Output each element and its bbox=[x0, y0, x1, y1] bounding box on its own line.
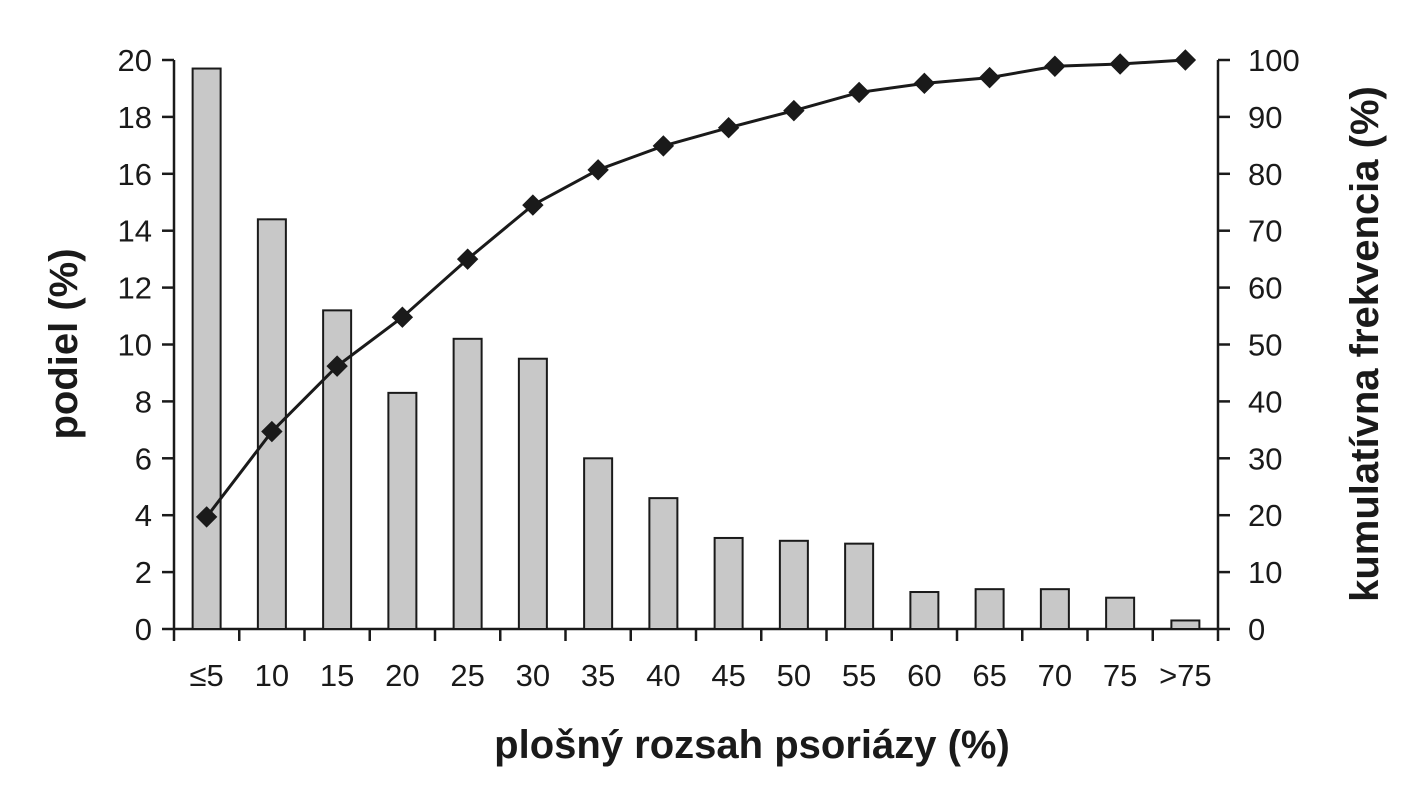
y-right-tick-label: 70 bbox=[1248, 214, 1282, 249]
y-right-tick-label: 90 bbox=[1248, 100, 1282, 135]
x-tick-label: 45 bbox=[711, 658, 745, 693]
x-tick-label: 65 bbox=[972, 658, 1006, 693]
cumulative-line bbox=[205, 58, 1186, 518]
y-right-tick-label: 100 bbox=[1248, 43, 1300, 78]
y-right-axis-title: kumulatívna frekvencia (%) bbox=[1343, 86, 1387, 602]
bar bbox=[1105, 596, 1136, 631]
x-tick-label: >75 bbox=[1159, 658, 1212, 693]
bar bbox=[517, 357, 548, 630]
x-tick-label: 20 bbox=[385, 658, 419, 693]
bars-layer bbox=[191, 67, 1201, 631]
bar bbox=[1039, 588, 1070, 630]
line-point bbox=[326, 355, 348, 377]
bar bbox=[191, 67, 222, 631]
x-tick-label: 70 bbox=[1038, 658, 1072, 693]
x-tick-label: 35 bbox=[581, 658, 615, 693]
y-right-tick-label: 30 bbox=[1248, 441, 1282, 476]
line-point bbox=[913, 72, 936, 95]
y-right-tick-label: 50 bbox=[1248, 328, 1282, 363]
line-point bbox=[522, 194, 544, 216]
y-left-tick-label: 10 bbox=[118, 328, 152, 363]
x-tick-label: 25 bbox=[450, 658, 484, 693]
y-left-tick-label: 8 bbox=[135, 384, 152, 419]
line-point bbox=[1044, 55, 1066, 77]
y-left-tick-label: 20 bbox=[118, 43, 152, 78]
x-tick-label: 50 bbox=[777, 658, 811, 693]
line-point bbox=[456, 248, 479, 270]
bar bbox=[387, 391, 418, 630]
bar bbox=[713, 536, 744, 631]
y-right-tick-label: 80 bbox=[1248, 157, 1282, 192]
x-tick-label: 60 bbox=[907, 658, 941, 693]
bar bbox=[648, 497, 679, 630]
bar bbox=[844, 542, 875, 631]
line-point bbox=[717, 117, 740, 139]
y-right-tick-label: 60 bbox=[1248, 271, 1282, 306]
y-left-axis-title: podiel (%) bbox=[42, 248, 86, 439]
line-point bbox=[978, 66, 1001, 89]
bar bbox=[583, 457, 614, 630]
y-left-tick-label: 18 bbox=[118, 100, 152, 135]
line-point bbox=[1174, 49, 1197, 71]
bar bbox=[909, 591, 940, 631]
x-tick-label: 30 bbox=[516, 658, 550, 693]
line-point bbox=[783, 99, 805, 122]
y-left-tick-label: 14 bbox=[118, 214, 152, 249]
y-right-tick-label: 20 bbox=[1248, 498, 1282, 533]
bar bbox=[1170, 619, 1201, 631]
y-left-tick-label: 2 bbox=[135, 555, 152, 590]
y-left-tick-label: 4 bbox=[135, 498, 152, 533]
y-right-tick-label: 40 bbox=[1248, 384, 1282, 419]
line-layer bbox=[195, 49, 1197, 528]
line-point bbox=[1109, 53, 1131, 75]
line-point bbox=[848, 81, 870, 104]
x-tick-label: 10 bbox=[255, 658, 289, 693]
y-left-tick-label: 6 bbox=[135, 441, 152, 476]
x-tick-label: 75 bbox=[1103, 658, 1137, 693]
bar bbox=[778, 539, 809, 630]
line-point bbox=[261, 420, 283, 443]
x-tick-label: 40 bbox=[646, 658, 680, 693]
x-tick-label: 55 bbox=[842, 658, 876, 693]
bar bbox=[974, 588, 1005, 630]
y-right-tick-label: 0 bbox=[1248, 612, 1265, 647]
x-tick-label: ≤5 bbox=[189, 658, 223, 693]
line-point bbox=[652, 135, 675, 157]
line-point bbox=[195, 506, 218, 528]
line-point bbox=[391, 306, 414, 328]
y-left-tick-label: 0 bbox=[135, 612, 152, 647]
y-left-tick-label: 16 bbox=[118, 157, 152, 192]
y-left-tick-label: 12 bbox=[118, 271, 152, 306]
x-tick-label: 15 bbox=[320, 658, 354, 693]
x-axis-title: plošný rozsah psoriázy (%) bbox=[494, 723, 1010, 767]
line-point bbox=[587, 159, 609, 181]
bar bbox=[452, 337, 483, 630]
tick-labels: 0 2 4 6 8 10 12 14 16 18 20 0 10 20 30 40 50 60 70 80 90 100 ≤… bbox=[118, 43, 1300, 693]
y-right-tick-label: 10 bbox=[1248, 555, 1282, 590]
